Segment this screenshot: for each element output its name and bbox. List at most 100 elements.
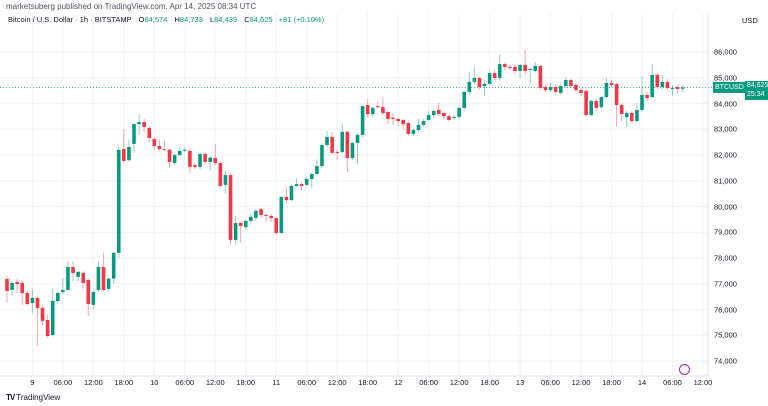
time-tick-label: 18:00 (236, 378, 256, 387)
candle (604, 78, 609, 99)
candle-body (645, 95, 649, 99)
candle-body (360, 106, 365, 135)
tradingview-logo[interactable]: TV TradingView (6, 393, 60, 402)
last-price-value: 84,625 (747, 82, 768, 90)
candle (599, 95, 604, 109)
candle-body (96, 267, 101, 290)
candle-body (569, 80, 573, 86)
candle-body (274, 218, 279, 234)
candle-body (447, 116, 451, 120)
candle (467, 72, 472, 95)
candle (645, 91, 649, 101)
bar-countdown: 25:34 (747, 91, 765, 99)
candle-body (543, 87, 548, 91)
candle (670, 85, 675, 96)
candle (325, 131, 329, 148)
candle-body (660, 81, 665, 88)
candle-body (243, 220, 248, 228)
candle-body (528, 68, 533, 71)
candle (203, 152, 207, 165)
candle-body (223, 175, 228, 185)
time-tick-label: 18:00 (114, 378, 134, 387)
candle-body (167, 149, 172, 162)
candles (5, 49, 685, 347)
candle (249, 214, 253, 224)
candle (523, 49, 527, 74)
candle-body (492, 73, 497, 79)
low-value: 84,439 (214, 15, 238, 24)
candle-body (533, 65, 538, 72)
candle-body (208, 157, 212, 162)
candle-body (477, 78, 482, 88)
candle-body (401, 119, 406, 125)
candle (452, 115, 456, 121)
time-tick-label: 12:00 (83, 378, 103, 387)
candle-body (264, 214, 268, 217)
price-tick-label: 85,000 (714, 73, 737, 83)
candle-body (56, 293, 60, 302)
candle (376, 101, 380, 109)
time-tick-label: 18:00 (480, 378, 499, 387)
candle-body (142, 122, 146, 127)
time-tick-label: 06:00 (297, 378, 317, 387)
candle-body (574, 84, 578, 91)
candle-body (487, 73, 492, 84)
candle (574, 82, 578, 92)
candle (416, 118, 421, 132)
candle (564, 77, 568, 89)
candle (447, 113, 451, 122)
events-icon[interactable] (679, 364, 690, 375)
symbol-legend[interactable]: Bitcoin / U.S. Dollar · 1h · BITSTAMP O8… (8, 15, 324, 24)
candle (411, 127, 416, 136)
price-tick-label: 83,000 (714, 124, 737, 134)
candle-body (675, 87, 680, 90)
candle-body (40, 307, 45, 321)
candle (152, 136, 157, 150)
candle (350, 142, 355, 161)
candle (162, 140, 167, 152)
candle (223, 170, 228, 194)
candle (396, 117, 400, 127)
candle (569, 79, 573, 89)
price-tick-label: 82,000 (714, 150, 737, 160)
candle-body (116, 149, 121, 253)
candle (61, 278, 65, 295)
candle (50, 288, 55, 337)
candle (360, 104, 365, 137)
candle-body (340, 131, 345, 152)
candle-body (508, 66, 512, 68)
candle (243, 219, 248, 230)
candle (635, 102, 639, 123)
time-tick-label: 12 (393, 378, 403, 387)
candle (609, 80, 614, 87)
candle (35, 296, 40, 347)
currency-label[interactable]: USD (742, 16, 758, 25)
candle-body (233, 222, 238, 240)
candle-body (101, 267, 106, 290)
candle-body (548, 87, 553, 91)
candle (492, 70, 497, 81)
candle (254, 209, 258, 221)
candle (335, 149, 339, 161)
candle-body (157, 145, 162, 150)
candle-body (442, 113, 446, 117)
candle (630, 111, 634, 123)
candle-body (177, 150, 182, 155)
tradingview-logo-icon: TV (6, 393, 15, 402)
candle (228, 173, 233, 246)
candle (482, 80, 487, 96)
candle (183, 147, 187, 153)
candle (198, 152, 202, 170)
candle-body (635, 109, 639, 122)
candle-body (421, 121, 426, 125)
candle (274, 216, 279, 235)
candle-body (132, 124, 136, 144)
candle-body (513, 66, 517, 72)
candle-body (137, 122, 141, 125)
candle (157, 139, 162, 152)
candle (640, 75, 644, 112)
candle-body (81, 272, 85, 283)
candle (45, 314, 50, 338)
candle (543, 85, 548, 92)
